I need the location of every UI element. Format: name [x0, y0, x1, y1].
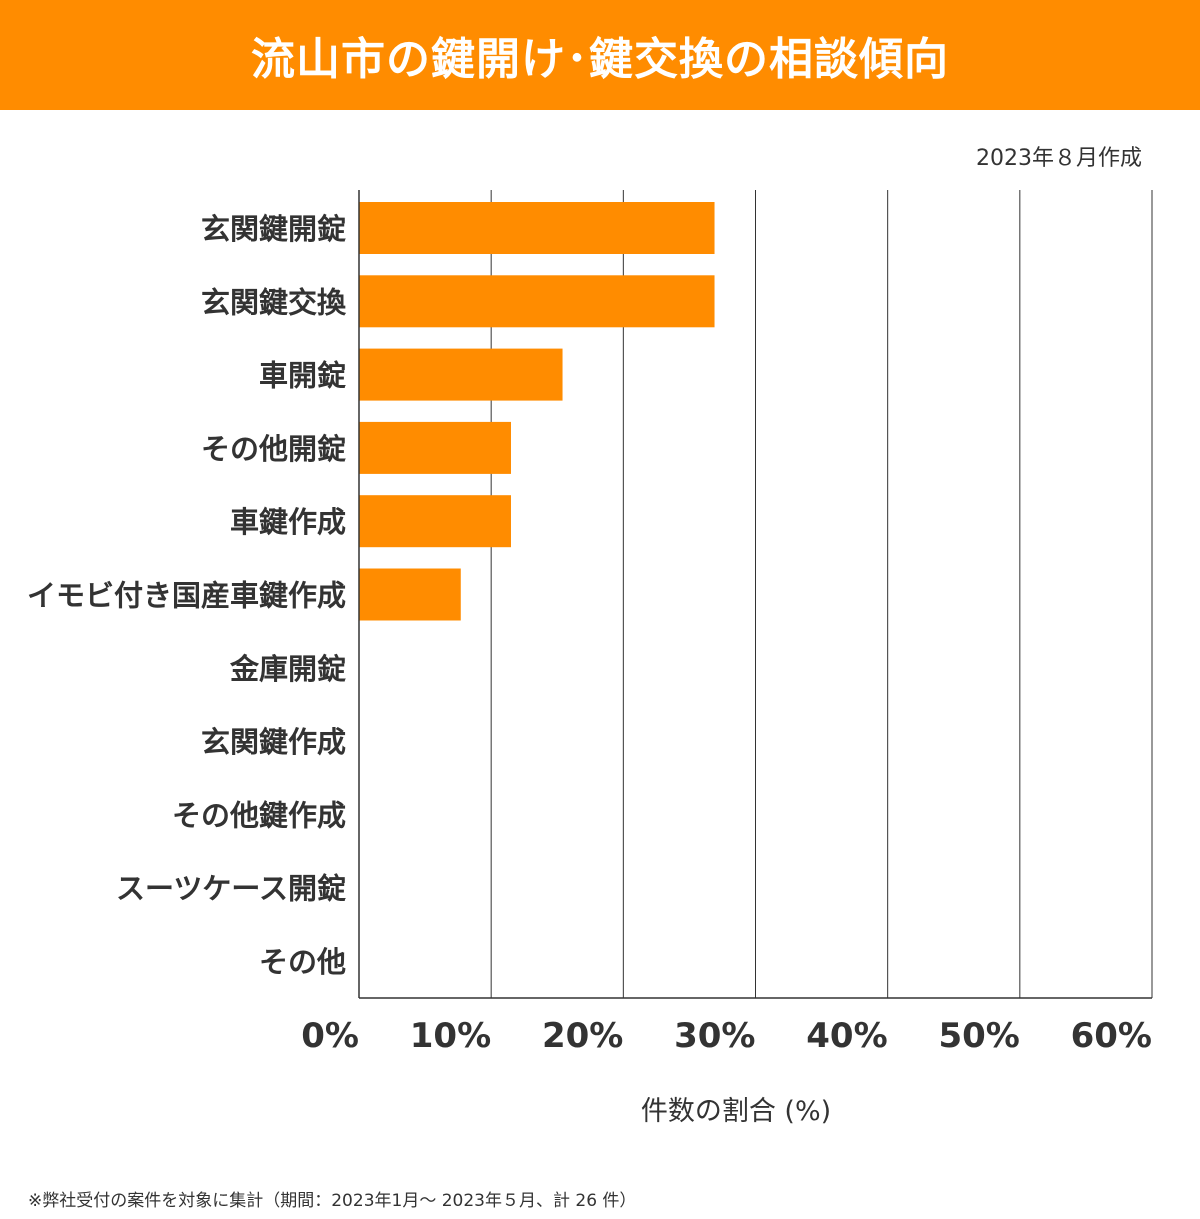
- category-label: 玄関鍵開錠: [201, 212, 346, 246]
- chart-title: 流山市の鍵開け･鍵交換の相談傾向: [251, 34, 949, 85]
- header-banner: 流山市の鍵開け･鍵交換の相談傾向: [0, 0, 1200, 110]
- created-date: 2023年８月作成: [976, 146, 1142, 171]
- bar: [359, 568, 461, 621]
- bar: [359, 275, 715, 328]
- x-tick-label: 20%: [542, 1016, 623, 1056]
- footnote: ※弊社受付の案件を対象に集計（期間：2023年1月～ 2023年５月、計 26 …: [28, 1191, 637, 1211]
- category-label: イモビ付き国産車鍵作成: [27, 579, 346, 613]
- bar: [359, 348, 563, 401]
- x-tick-label: 10%: [410, 1016, 491, 1056]
- category-label: その他: [259, 945, 346, 979]
- x-tick-label: 50%: [938, 1016, 1019, 1056]
- category-label: その他開錠: [201, 432, 346, 466]
- category-label: スーツケース開錠: [116, 872, 346, 906]
- x-axis-label: 件数の割合 (%): [641, 1096, 831, 1127]
- category-label: 車開錠: [259, 359, 346, 393]
- bar: [359, 495, 511, 548]
- x-tick-label: 0%: [301, 1016, 359, 1056]
- category-label: 玄関鍵作成: [201, 725, 346, 759]
- category-label: その他鍵作成: [172, 798, 346, 832]
- category-label: 車鍵作成: [230, 505, 346, 539]
- x-tick-label: 40%: [806, 1016, 887, 1056]
- x-tick-label: 60%: [1071, 1016, 1152, 1056]
- category-label: 玄関鍵交換: [201, 285, 347, 319]
- bar: [359, 202, 715, 254]
- category-label: 金庫開錠: [229, 652, 346, 686]
- x-tick-label: 30%: [674, 1016, 755, 1056]
- bar: [359, 421, 511, 474]
